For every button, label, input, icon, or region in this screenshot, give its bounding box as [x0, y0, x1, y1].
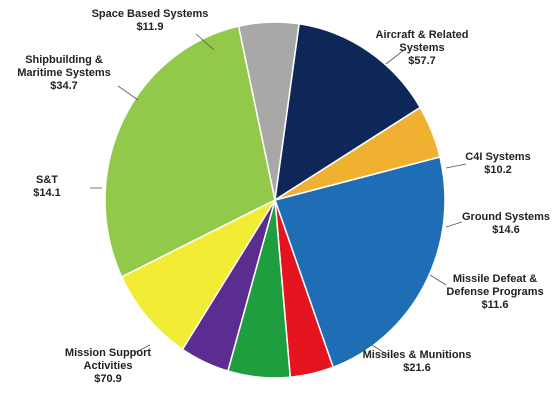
pie-slice-aircraft-and-related-systems	[274, 156, 446, 369]
leader-line-mission-support-activities	[133, 344, 151, 354]
pie-slice-mission-support-activities	[104, 25, 276, 278]
slice-label-shipbuilding-and-maritime-systems: Shipbuilding & Maritime Systems $34.7	[17, 54, 111, 92]
slice-label-mission-support-activities: Mission Support Activities $70.9	[65, 347, 152, 385]
leader-line-aircraft-and-related-systems	[385, 49, 405, 65]
slice-label-missiles-and-munitions: Missiles & Munitions $21.6	[363, 349, 472, 374]
leader-line-c4i-systems	[445, 163, 467, 169]
pie-slice-shipbuilding-and-maritime-systems	[274, 22, 422, 202]
leader-line-missile-defeat-and-defense-programs	[429, 274, 447, 286]
leader-line-shipbuilding-and-maritime-systems	[117, 85, 139, 101]
slice-label-sandt: S&T $14.1	[33, 174, 61, 199]
leader-lines	[90, 33, 467, 356]
pie-slices	[104, 21, 446, 379]
slice-label-aircraft-and-related-systems: Aircraft & Related Systems $57.7	[376, 29, 469, 67]
pie-slice-missiles-and-munitions	[120, 198, 278, 351]
slice-label-space-based-systems: Space Based Systems $11.9	[92, 8, 209, 33]
pie-slice-space-based-systems	[274, 106, 441, 201]
slice-label-c4i-systems: C4I Systems $10.2	[465, 151, 530, 176]
slice-label-missile-defeat-and-defense-programs: Missile Defeat & Defense Programs $11.6	[446, 273, 543, 311]
leader-line-space-based-systems	[195, 33, 215, 51]
leader-line-ground-systems	[445, 221, 463, 228]
leader-line-missiles-and-munitions	[371, 344, 389, 356]
slice-label-ground-systems: Ground Systems $14.6	[462, 211, 550, 236]
slice-labels: Aircraft & Related Systems $57.7 C4I System…	[17, 8, 550, 385]
